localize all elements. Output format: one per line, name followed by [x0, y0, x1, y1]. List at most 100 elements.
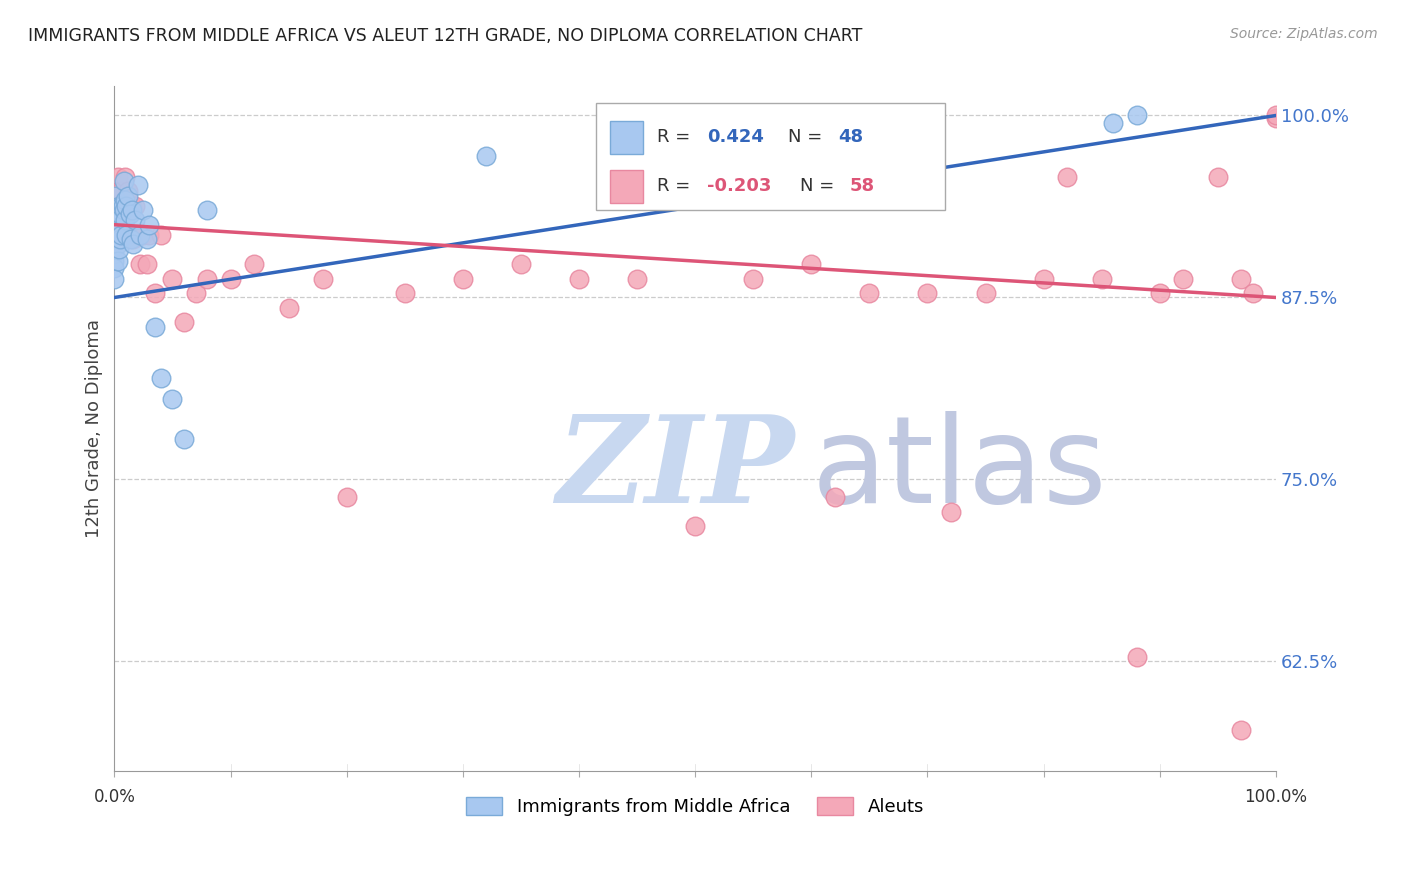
Point: [107, 254, 129, 268]
Point: [219, 271, 242, 285]
Point: [107, 199, 129, 213]
Point: [111, 199, 134, 213]
Point: [1206, 169, 1229, 184]
Point: [108, 184, 131, 198]
Point: [110, 227, 132, 242]
Point: [173, 432, 195, 446]
Point: [103, 188, 125, 202]
Point: [112, 203, 135, 218]
Point: [112, 174, 135, 188]
Point: [110, 199, 132, 213]
Point: [112, 203, 135, 218]
Text: N =: N =: [800, 178, 834, 195]
Point: [568, 271, 591, 285]
Point: [1171, 271, 1194, 285]
Text: Source: ZipAtlas.com: Source: ZipAtlas.com: [1230, 27, 1378, 41]
Text: IMMIGRANTS FROM MIDDLE AFRICA VS ALEUT 12TH GRADE, NO DIPLOMA CORRELATION CHART: IMMIGRANTS FROM MIDDLE AFRICA VS ALEUT 1…: [28, 27, 862, 45]
Point: [115, 227, 138, 242]
Point: [683, 519, 706, 533]
Text: 0.424: 0.424: [707, 128, 763, 146]
Point: [195, 203, 218, 218]
Point: [742, 271, 765, 285]
Text: 58: 58: [849, 178, 875, 195]
Point: [114, 193, 136, 207]
Point: [1125, 108, 1147, 122]
Point: [974, 286, 997, 301]
Point: [107, 213, 129, 227]
Point: [118, 203, 141, 218]
Point: [103, 254, 125, 268]
Point: [132, 203, 155, 218]
Point: [136, 232, 159, 246]
Point: [626, 271, 648, 285]
Point: [143, 319, 166, 334]
Point: [103, 232, 125, 246]
Point: [336, 490, 359, 504]
Point: [103, 222, 125, 236]
Point: [121, 203, 143, 218]
Point: [824, 490, 846, 504]
Point: [110, 184, 132, 198]
Point: [122, 232, 145, 246]
Point: [138, 218, 160, 232]
Text: 48: 48: [838, 128, 863, 146]
Point: [162, 392, 184, 407]
Point: [451, 271, 474, 285]
Point: [1265, 112, 1288, 126]
Point: [103, 271, 125, 285]
Point: [800, 257, 823, 271]
Point: [1230, 723, 1253, 737]
Point: [103, 203, 125, 218]
Point: [162, 271, 184, 285]
Legend: Immigrants from Middle Africa, Aleuts: Immigrants from Middle Africa, Aleuts: [458, 789, 931, 823]
Point: [115, 203, 138, 218]
Point: [124, 213, 146, 227]
Point: [110, 199, 132, 213]
Point: [1032, 271, 1054, 285]
Point: [105, 232, 128, 246]
Point: [138, 227, 160, 242]
Point: [1125, 650, 1147, 665]
Text: ZIP: ZIP: [555, 410, 794, 529]
Text: R =: R =: [657, 128, 690, 146]
Point: [195, 271, 218, 285]
Point: [108, 243, 131, 257]
Point: [122, 236, 145, 251]
Point: [173, 315, 195, 329]
Point: [103, 199, 125, 213]
Point: [149, 227, 172, 242]
Point: [939, 504, 962, 518]
Point: [124, 199, 146, 213]
Point: [110, 207, 132, 221]
Point: [184, 286, 207, 301]
Point: [114, 169, 136, 184]
Point: [510, 257, 533, 271]
Point: [129, 227, 152, 242]
Point: [103, 213, 125, 227]
Point: [149, 370, 172, 384]
Point: [277, 301, 299, 315]
Point: [127, 227, 149, 242]
Point: [136, 257, 159, 271]
Point: [110, 232, 132, 246]
Point: [143, 286, 166, 301]
Point: [103, 239, 125, 253]
Point: [117, 184, 139, 198]
Text: 100.0%: 100.0%: [1244, 789, 1308, 806]
Point: [1091, 271, 1114, 285]
Point: [115, 199, 138, 213]
Text: N =: N =: [789, 128, 823, 146]
Point: [107, 236, 129, 251]
Text: atlas: atlas: [811, 411, 1107, 528]
Point: [117, 188, 139, 202]
FancyBboxPatch shape: [610, 121, 643, 153]
Point: [1102, 116, 1125, 130]
Point: [312, 271, 335, 285]
Point: [118, 207, 141, 221]
Point: [858, 286, 880, 301]
Point: [120, 232, 142, 246]
FancyBboxPatch shape: [610, 169, 643, 202]
Point: [917, 286, 939, 301]
Point: [103, 227, 125, 242]
Point: [394, 286, 416, 301]
